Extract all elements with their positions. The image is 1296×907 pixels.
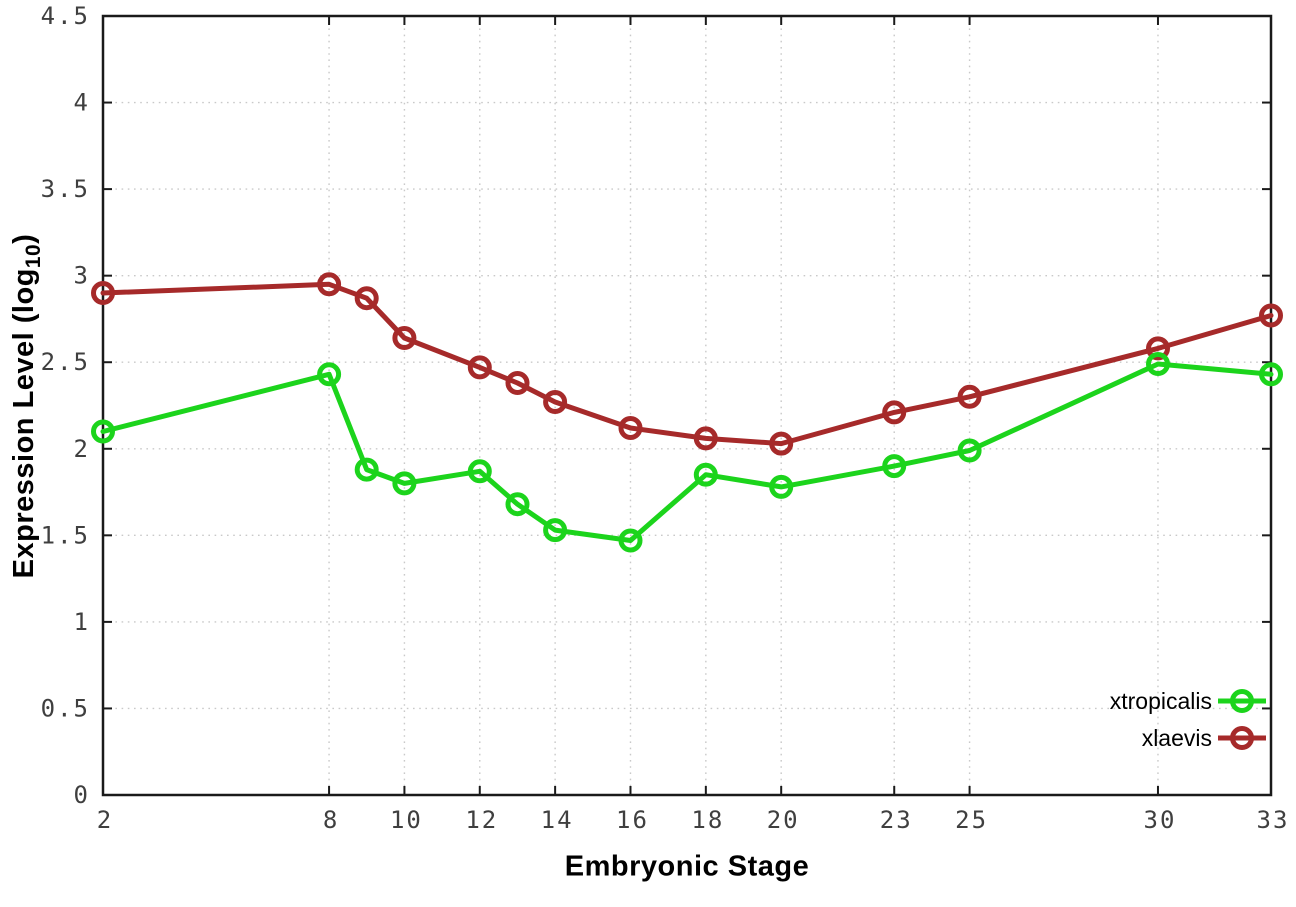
x-tick-label: 20 — [767, 806, 800, 834]
data-point-xlaevis-stage-14 — [543, 390, 568, 414]
y-tick-label: 2.5 — [41, 348, 90, 376]
data-point-xtropicalis-stage-20 — [769, 474, 794, 499]
data-point-xtropicalis-stage-18 — [693, 462, 718, 487]
x-tick-label: 25 — [955, 806, 988, 834]
data-point-xtropicalis-stage-2 — [91, 419, 115, 444]
y-tick-label: 1.5 — [41, 521, 90, 549]
y-tick-label: 0 — [74, 781, 90, 809]
data-point-xlaevis-stage-10 — [392, 326, 417, 350]
data-point-xlaevis-stage-12 — [467, 355, 492, 380]
data-point-xtropicalis-stage-9 — [354, 457, 379, 482]
legend-label-xtropicalis: xtropicalis — [1110, 688, 1212, 714]
tick-marks — [102, 15, 1272, 796]
data-point-xlaevis-stage-9 — [354, 286, 379, 311]
x-tick-label: 16 — [616, 806, 649, 834]
series-xtropicalis — [91, 352, 1283, 553]
gridlines — [103, 16, 1271, 795]
legend-item-xlaevis: xlaevis — [1142, 725, 1266, 751]
x-tick-label: 23 — [880, 806, 913, 834]
legend-item-xtropicalis: xtropicalis — [1110, 688, 1266, 714]
data-point-xlaevis-stage-20 — [769, 431, 794, 456]
data-point-xlaevis-stage-30 — [1146, 336, 1170, 361]
data-point-xtropicalis-stage-23 — [882, 454, 907, 479]
data-point-xlaevis-stage-33 — [1259, 303, 1283, 328]
y-axis-title: Expression Level (log10) — [8, 234, 46, 579]
data-point-xlaevis-stage-2 — [91, 281, 115, 305]
series-xlaevis — [91, 272, 1283, 456]
series-line-xlaevis — [100, 281, 1274, 447]
data-point-xlaevis-stage-8 — [317, 272, 342, 297]
data-point-xlaevis-stage-25 — [957, 384, 982, 409]
x-axis-title: Embryonic Stage — [564, 850, 810, 883]
series-line-xtropicalis — [100, 361, 1274, 543]
data-point-xtropicalis-stage-8 — [317, 362, 342, 387]
y-axis-title-subscript: 10 — [21, 243, 45, 269]
y-tick-label: 1 — [74, 608, 90, 636]
x-tick-label: 30 — [1144, 806, 1177, 834]
legend-marker-xtropicalis — [1230, 689, 1254, 713]
y-tick-label: 4 — [74, 89, 90, 117]
x-tick-label: 14 — [541, 806, 574, 834]
x-tick-label: 10 — [390, 806, 423, 834]
y-tick-label: 3 — [74, 262, 90, 290]
data-point-xtropicalis-stage-25 — [957, 438, 982, 463]
x-tick-label: 18 — [691, 806, 724, 834]
legend: xtropicalis xlaevis — [1110, 688, 1266, 751]
legend-marker-xlaevis — [1230, 726, 1254, 750]
data-point-xtropicalis-stage-14 — [543, 518, 568, 543]
data-point-xtropicalis-stage-12 — [467, 459, 492, 484]
data-point-xtropicalis-stage-16 — [618, 528, 643, 553]
x-tick-label: 33 — [1257, 806, 1290, 834]
data-point-xtropicalis-stage-33 — [1259, 362, 1283, 387]
data-point-xlaevis-stage-13 — [505, 371, 530, 395]
legend-label-xlaevis: xlaevis — [1142, 725, 1212, 751]
x-tick-label: 8 — [323, 806, 339, 834]
y-axis-title-text: Expression Level (log — [8, 268, 41, 579]
x-tick-label: 12 — [465, 806, 498, 834]
plot-border — [101, 14, 1273, 797]
y-tick-label: 4.5 — [41, 2, 90, 30]
data-point-xtropicalis-stage-13 — [505, 492, 530, 517]
data-point-xlaevis-stage-18 — [693, 426, 718, 451]
y-axis-title-suffix: ) — [8, 233, 41, 244]
y-tick-label: 3.5 — [41, 175, 90, 203]
data-point-xtropicalis-stage-30 — [1146, 352, 1170, 376]
x-tick-label: 2 — [97, 806, 113, 834]
data-point-xtropicalis-stage-10 — [392, 471, 417, 496]
y-tick-label: 2 — [74, 435, 90, 463]
y-tick-label: 0.5 — [41, 694, 90, 722]
data-point-xlaevis-stage-23 — [882, 400, 907, 425]
data-point-xlaevis-stage-16 — [618, 416, 643, 440]
